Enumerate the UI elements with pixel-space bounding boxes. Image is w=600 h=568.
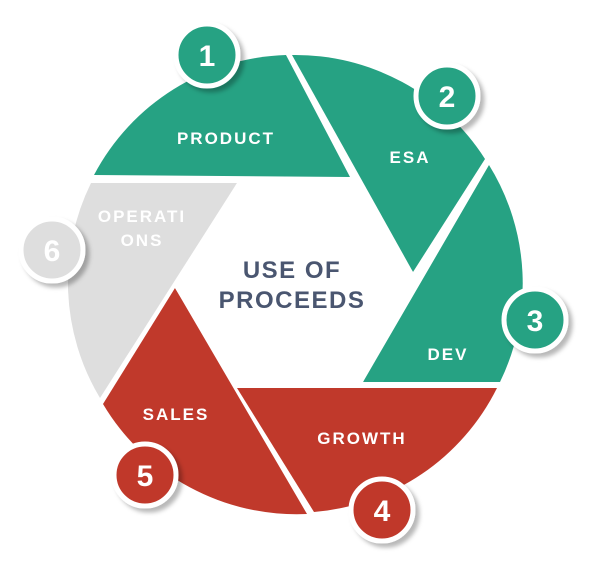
badge-6-number: 6 (44, 235, 61, 268)
segment-product: PRODUCT (94, 55, 350, 177)
segment-dev: DEV (363, 165, 523, 382)
badge-5: 5 (111, 441, 179, 509)
segment-dev-shape (363, 165, 523, 382)
segment-dev-label: DEV (428, 345, 469, 364)
badge-4-number: 4 (374, 495, 391, 528)
segment-operations-shape (67, 183, 238, 398)
center-hexagon (175, 177, 413, 388)
badge-1: 1 (173, 21, 241, 89)
segment-product-label: PRODUCT (177, 129, 275, 148)
segment-operations: OPERATI ONS (67, 183, 238, 398)
segment-esa-label: ESA (390, 148, 431, 167)
segment-growth-shape (237, 388, 497, 512)
segment-sales-label: SALES (143, 405, 210, 424)
segment-operations-label-line-1: OPERATI (98, 207, 186, 226)
badge-2-number: 2 (439, 81, 456, 114)
badge-6: 6 (18, 216, 86, 284)
badge-3-number: 3 (527, 305, 544, 338)
segment-product-shape (94, 55, 350, 177)
segment-growth-label: GROWTH (317, 429, 406, 448)
badge-1-number: 1 (199, 40, 216, 73)
center-title-line-1: USE OF (243, 257, 341, 284)
badge-2: 2 (413, 62, 481, 130)
center-title-line-2: PROCEEDS (219, 287, 366, 314)
segment-operations-label-line-2: ONS (121, 231, 164, 250)
segment-growth: GROWTH (237, 388, 497, 512)
badge-3: 3 (501, 286, 569, 354)
badge-4: 4 (348, 476, 416, 544)
badge-5-number: 5 (137, 460, 154, 493)
